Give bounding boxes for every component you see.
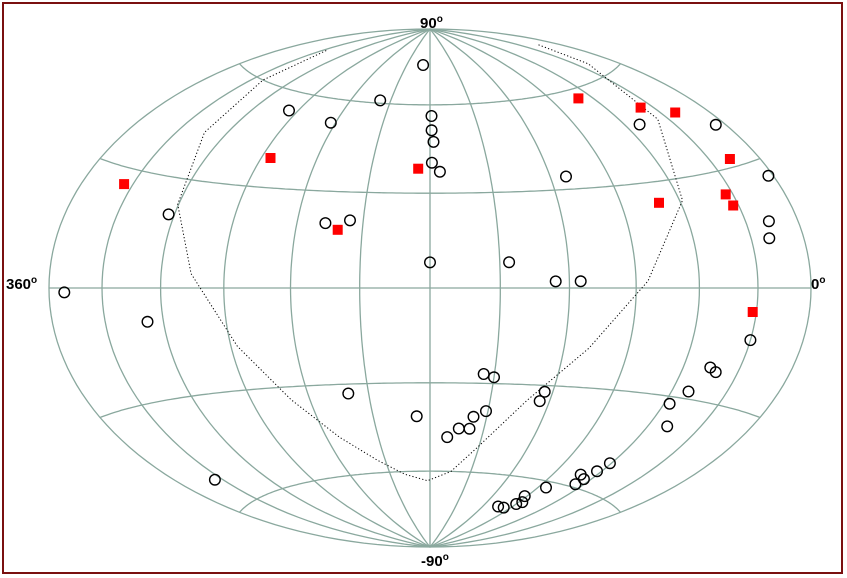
circle-point xyxy=(433,165,446,178)
square-point xyxy=(265,153,276,163)
circle-point xyxy=(480,405,493,418)
circle-point xyxy=(162,208,175,221)
circle-point xyxy=(425,124,438,137)
square-point xyxy=(119,179,130,190)
circle-point xyxy=(762,215,775,228)
circle-point xyxy=(425,109,438,122)
circle-point xyxy=(704,361,717,374)
square-point xyxy=(670,107,681,118)
circle-point xyxy=(603,457,616,470)
axis-labels: 90o -90o 360o 0o xyxy=(6,14,825,570)
square-point xyxy=(413,163,424,174)
dotted-curve xyxy=(177,44,684,482)
circle-point xyxy=(324,116,337,129)
circle-point xyxy=(569,478,582,491)
circle-point xyxy=(560,170,573,183)
grid-parallel xyxy=(239,63,621,106)
circle-point xyxy=(410,410,423,423)
circle-point xyxy=(709,118,722,131)
circle-point xyxy=(682,385,695,398)
circle-point xyxy=(538,385,551,398)
circle-point xyxy=(467,410,480,423)
circle-point xyxy=(319,217,332,230)
circle-point xyxy=(417,59,430,72)
circle-point xyxy=(497,501,510,514)
circle-point xyxy=(374,94,387,107)
circle-point xyxy=(477,368,490,381)
tick-label-left: 360o xyxy=(6,275,37,293)
circle-point xyxy=(661,420,674,433)
circle-point xyxy=(516,496,529,509)
circle-point xyxy=(492,500,505,513)
circle-point xyxy=(574,468,587,481)
tick-label-top: 90o xyxy=(420,14,443,32)
circle-point xyxy=(503,256,516,269)
square-point xyxy=(747,307,758,317)
square-point xyxy=(573,93,584,104)
circle-point xyxy=(463,422,476,435)
tick-label-bottom: -90o xyxy=(421,552,449,570)
grid-parallel xyxy=(99,157,761,194)
square-point xyxy=(654,197,664,208)
square-point xyxy=(720,189,731,200)
circle-point xyxy=(744,334,757,347)
circle-point xyxy=(208,473,221,486)
square-point xyxy=(728,200,739,211)
data-points xyxy=(58,59,776,514)
circle-point xyxy=(518,490,531,503)
circle-point xyxy=(633,118,646,131)
square-point xyxy=(724,154,735,164)
circle-point xyxy=(763,232,776,245)
circle-point xyxy=(441,431,454,444)
grid xyxy=(48,28,812,548)
circle-point xyxy=(591,465,604,478)
circle-point xyxy=(510,498,523,511)
circle-point xyxy=(344,214,357,227)
circle-point xyxy=(424,256,437,269)
circle-point xyxy=(533,395,546,408)
circle-point xyxy=(663,397,676,410)
circle-point xyxy=(283,104,296,117)
tick-label-right: 0o xyxy=(811,275,825,293)
square-point xyxy=(635,102,646,113)
circle-point xyxy=(58,286,71,299)
square-point xyxy=(332,224,343,235)
circle-point xyxy=(574,275,587,288)
circle-point xyxy=(762,169,775,182)
circle-point xyxy=(452,422,465,435)
circle-point xyxy=(540,481,553,494)
circle-point xyxy=(427,135,440,148)
circle-point xyxy=(549,275,562,288)
circle-point xyxy=(342,387,355,400)
circle-point xyxy=(141,315,154,328)
grid-parallel xyxy=(99,382,761,419)
circle-point xyxy=(425,156,438,169)
dotted-boundary xyxy=(177,44,684,482)
